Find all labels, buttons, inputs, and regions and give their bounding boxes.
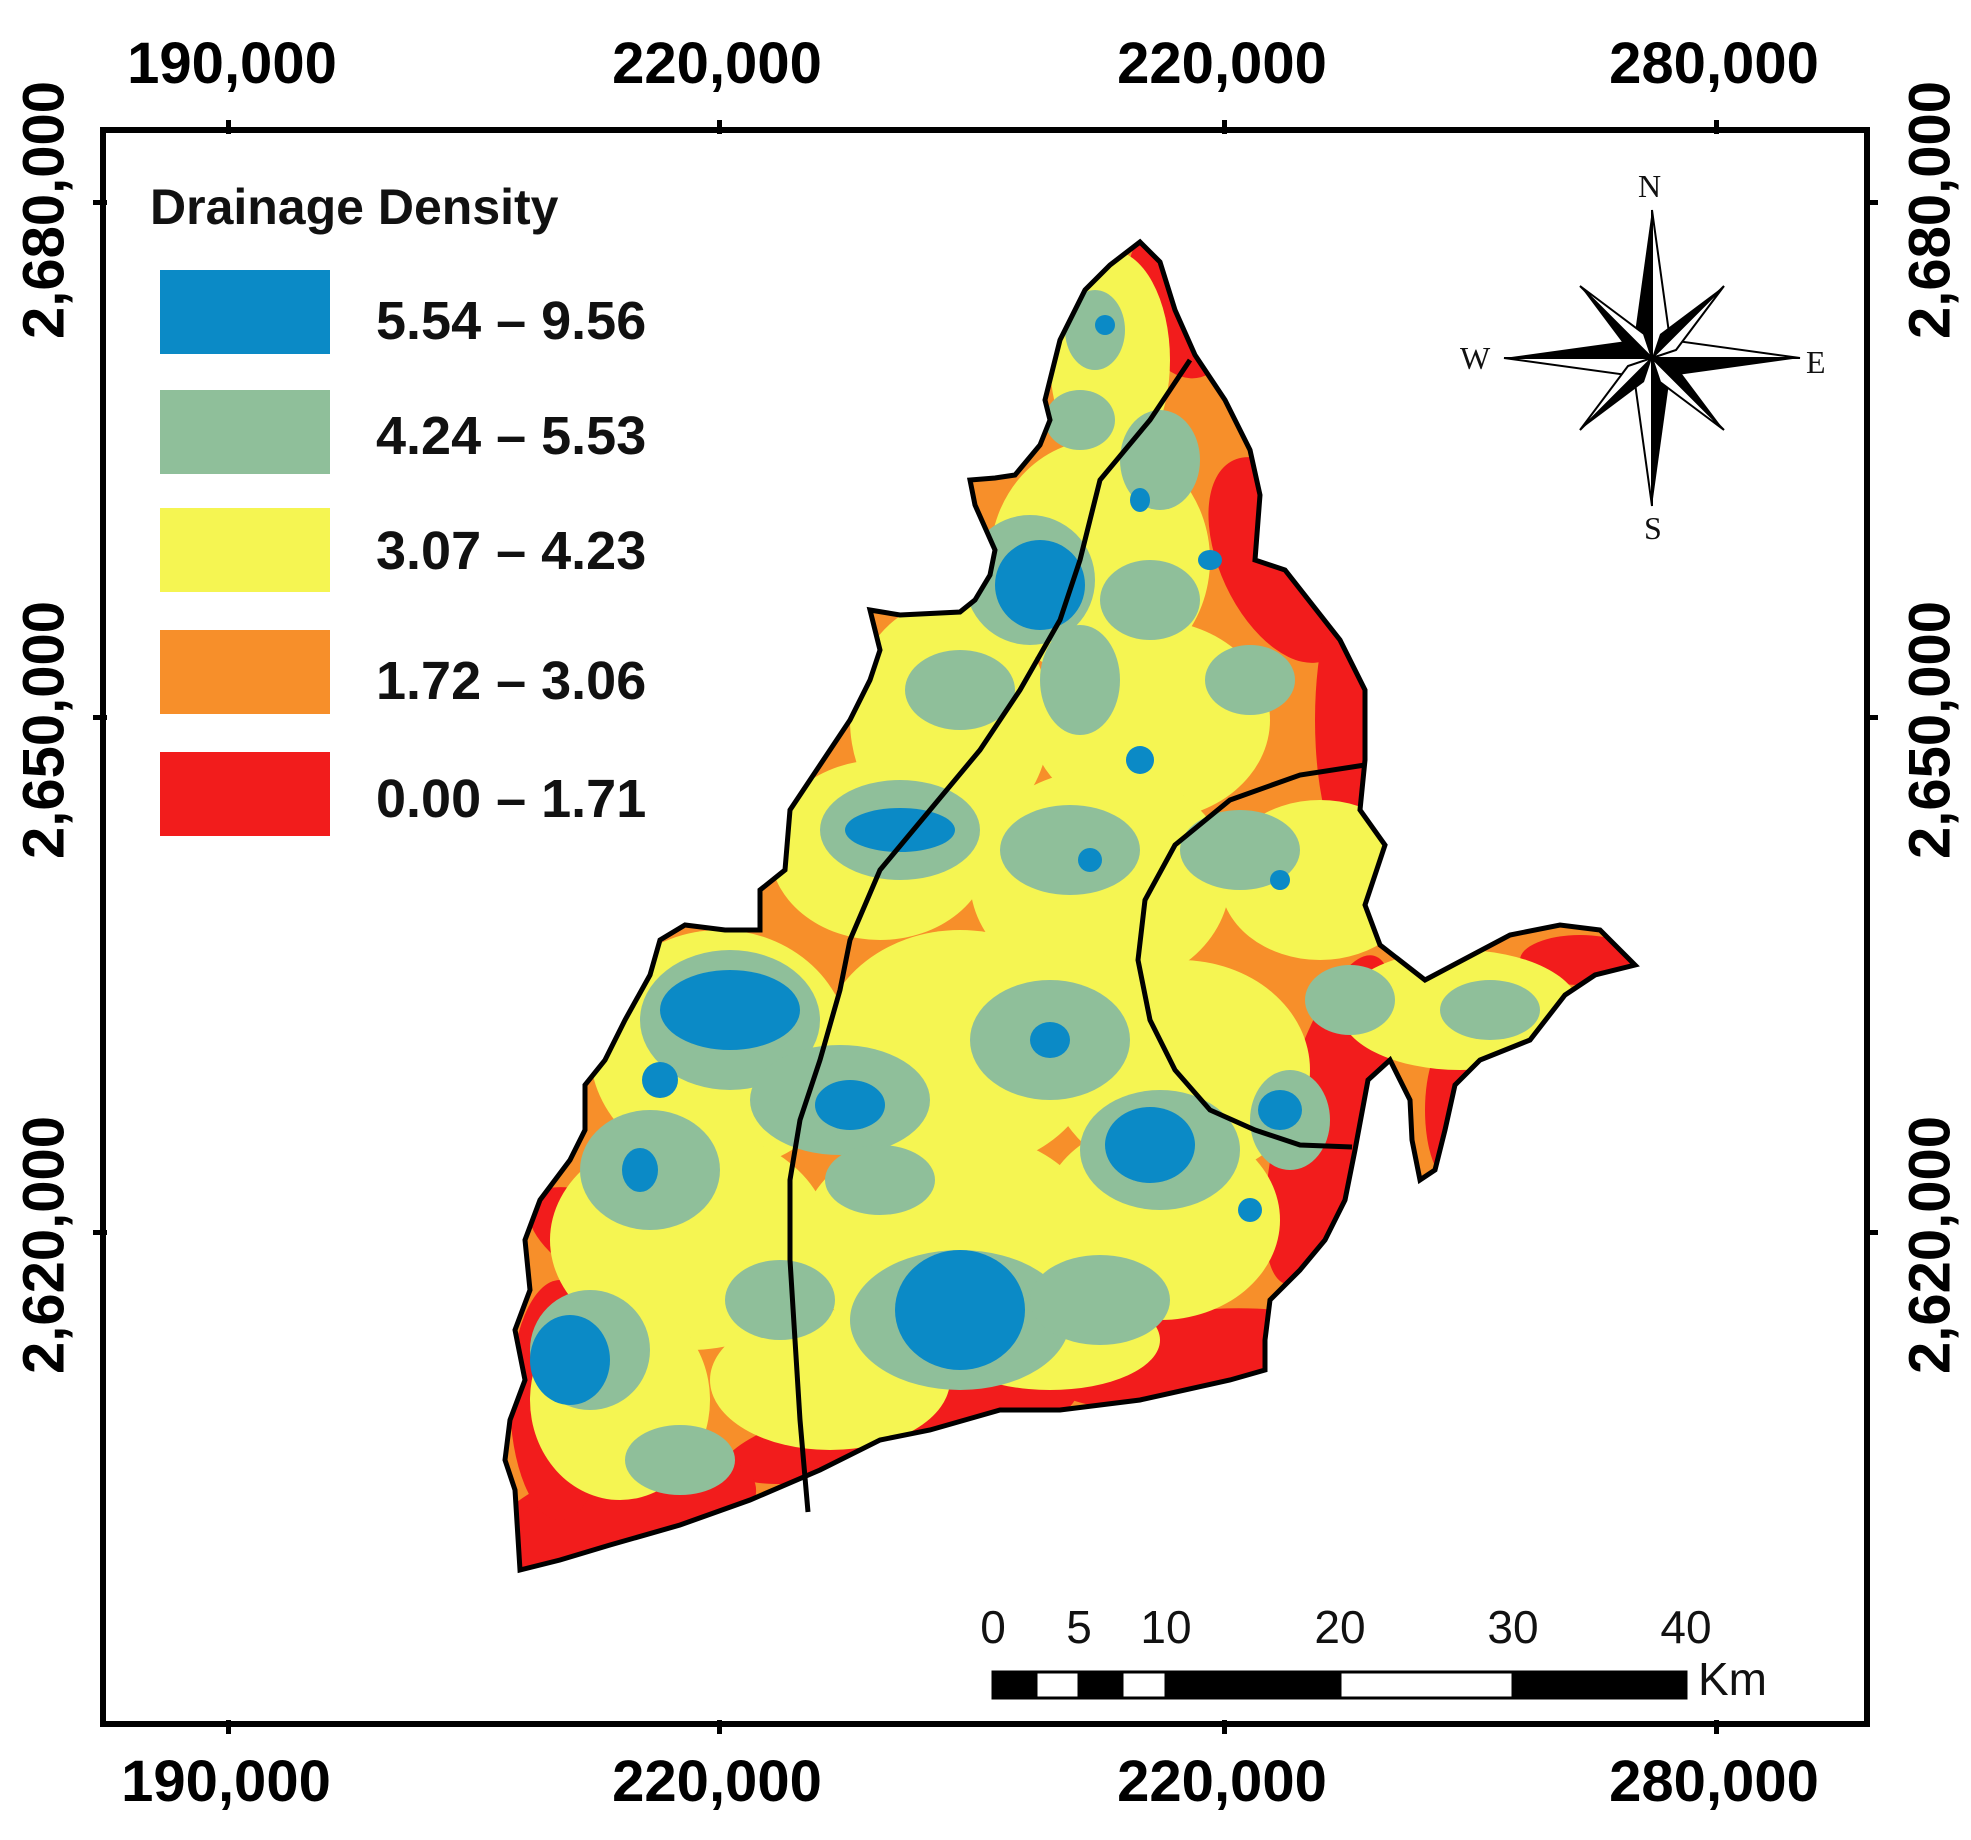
tick-bottom [717,1720,722,1734]
axis-label-bottom-2: 220,000 [612,1749,822,1814]
scale-unit: Km [1698,1653,1767,1705]
scale-label-40: 40 [1660,1601,1712,1653]
legend-label-3: 3.07 – 4.23 [376,521,647,581]
tick-top [717,120,722,134]
compass-w: W [1460,340,1491,376]
compass-s: S [1644,510,1662,546]
axis-label-top-3: 220,000 [1117,31,1327,96]
axis-label-top-4: 280,000 [1609,31,1819,96]
tick-bottom [1714,1720,1719,1734]
tick-left [93,200,107,205]
tick-top [1222,120,1227,134]
tick-top [226,120,231,134]
scale-label-30: 30 [1487,1601,1539,1653]
scale-label-10: 10 [1140,1601,1192,1653]
north-arrow-icon [1503,209,1801,507]
tick-top [1714,120,1719,134]
legend-label-1: 5.54 – 9.56 [376,291,647,351]
axis-label-bottom-3: 220,000 [1117,1749,1327,1814]
axis-label-bottom-1: 190,000 [121,1749,331,1814]
tick-bottom [1222,1720,1227,1734]
sub-boundary-east [1135,762,1366,1150]
tick-left [93,1230,107,1235]
legend-swatch-5 [160,752,330,836]
axis-label-top-1: 190,000 [127,31,337,96]
scale-label-0: 0 [980,1601,1006,1653]
scale-bar [991,1670,1688,1700]
compass-n: N [1638,168,1662,204]
legend-swatch-3 [160,508,330,592]
legend-swatch-2 [160,390,330,474]
axis-label-bottom-4: 280,000 [1609,1749,1819,1814]
axis-label-top-2: 220,000 [612,31,822,96]
legend-label-4: 1.72 – 3.06 [376,651,647,711]
basin-boundary [502,238,1640,1574]
density-zones [505,242,1635,1570]
tick-bottom [226,1720,231,1734]
tick-right [1864,200,1878,205]
compass-e: E [1806,344,1826,380]
legend-swatch-1 [160,270,330,354]
tick-right [1864,1230,1878,1235]
high-density-zones [530,315,1302,1405]
sub-boundary-west [787,358,1193,1513]
legend-label-2: 4.24 – 5.53 [376,406,647,466]
scale-label-5: 5 [1066,1601,1092,1653]
scale-label-20: 20 [1314,1601,1366,1653]
legend-swatch-4 [160,630,330,714]
tick-left [93,715,107,720]
legend-title: Drainage Density [150,179,559,235]
legend-label-5: 0.00 – 1.71 [376,769,647,829]
tick-right [1864,715,1878,720]
